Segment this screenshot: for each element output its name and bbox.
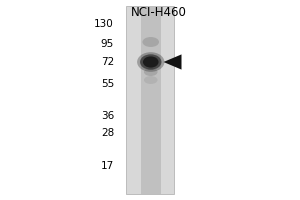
Text: 36: 36: [101, 111, 114, 121]
Polygon shape: [164, 54, 181, 70]
Ellipse shape: [140, 54, 161, 70]
Bar: [126, 6, 174, 194]
Ellipse shape: [144, 68, 158, 76]
Text: 130: 130: [94, 19, 114, 29]
Ellipse shape: [137, 52, 164, 72]
Text: NCI-H460: NCI-H460: [131, 6, 187, 19]
Text: 95: 95: [101, 39, 114, 49]
Text: 72: 72: [101, 57, 114, 67]
Ellipse shape: [142, 37, 159, 47]
Bar: [141, 6, 161, 194]
Ellipse shape: [143, 56, 158, 68]
Text: 28: 28: [101, 128, 114, 138]
Ellipse shape: [144, 76, 158, 84]
Text: 55: 55: [101, 79, 114, 89]
Text: 17: 17: [101, 161, 114, 171]
